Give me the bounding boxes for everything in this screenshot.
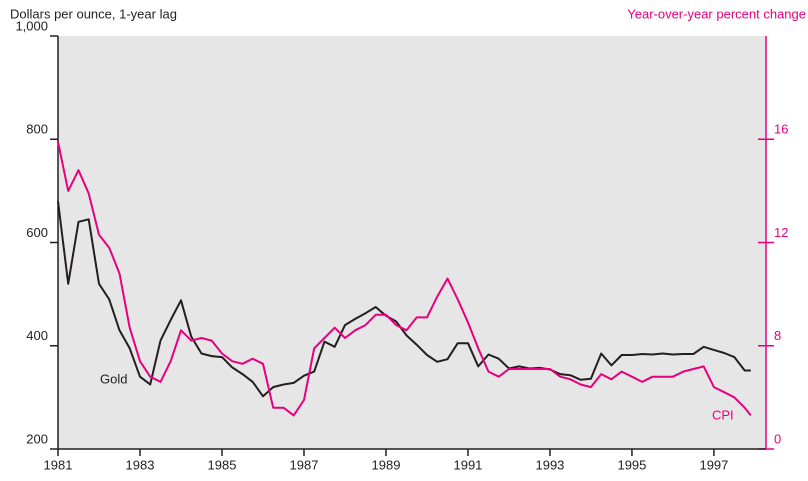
y-tick-label: 400 [26, 328, 48, 343]
series-line [57, 201, 751, 398]
y-tick-label: 800 [26, 122, 48, 137]
y-axis-title: Dollars per ounce, 1-year lag [10, 6, 177, 21]
x-tick-label: 1991 [453, 457, 482, 472]
y2-axis-title: Year-over-year percent change [627, 6, 806, 21]
y2-tick-label: 8 [774, 328, 781, 343]
series-label: Gold [100, 371, 127, 386]
y2-tick-label: 12 [774, 225, 788, 240]
x-tick-label: 1989 [372, 457, 401, 472]
x-tick-label: 1995 [617, 457, 646, 472]
series-label: CPI [712, 407, 734, 422]
y-tick-label: 600 [26, 225, 48, 240]
plot-area [58, 36, 766, 449]
x-tick-label: 1985 [208, 457, 237, 472]
x-tick-label: 1987 [290, 457, 319, 472]
series-line [57, 141, 752, 417]
y2-tick-label: 16 [774, 122, 788, 137]
x-tick-label: 1993 [535, 457, 564, 472]
x-tick-label: 1981 [44, 457, 73, 472]
x-tick-label: 1997 [699, 457, 728, 472]
y-tick-label: 1,000 [15, 18, 48, 33]
y2-tick-label: 0 [774, 431, 781, 446]
x-tick-label: 1983 [126, 457, 155, 472]
y-tick-label: 200 [26, 431, 48, 446]
